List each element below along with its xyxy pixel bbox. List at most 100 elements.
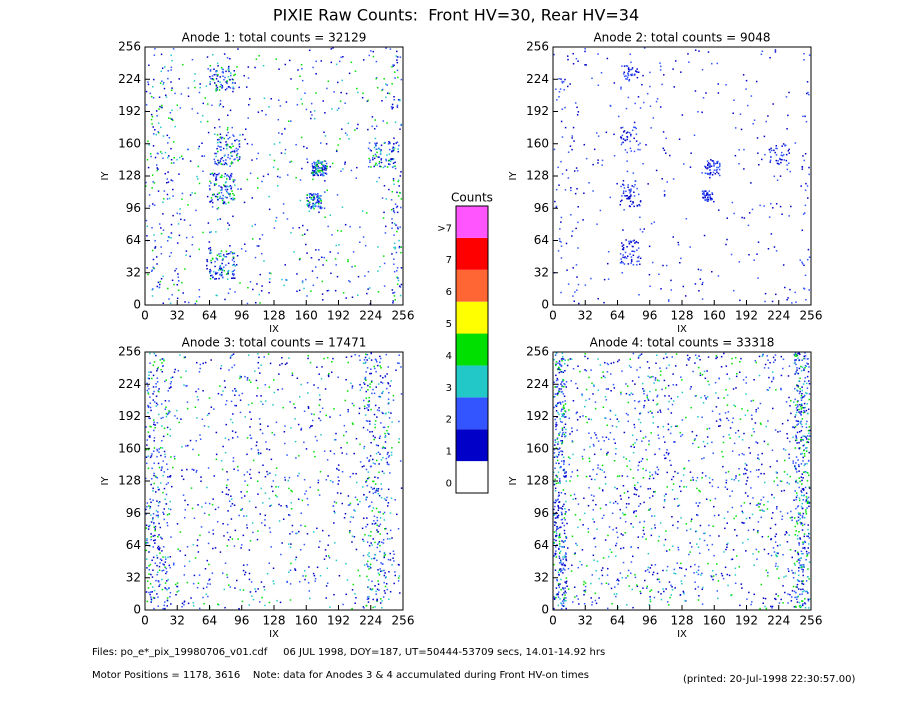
pixel-texture (383, 552, 386, 555)
pixel-texture (625, 78, 627, 80)
pixel-texture (760, 499, 762, 501)
pixel-texture (185, 370, 187, 372)
pixel-texture (226, 471, 228, 473)
pixel-texture (157, 545, 160, 548)
pixel-texture (647, 566, 650, 569)
pixel-texture (801, 488, 804, 490)
pixel-texture (377, 583, 380, 586)
pixel-texture (149, 425, 151, 428)
pixel-texture (195, 440, 198, 442)
pixel-texture (553, 508, 555, 511)
pixel-texture (279, 601, 282, 604)
pixel-texture (697, 111, 699, 113)
pixel-texture (224, 181, 227, 184)
pixel-texture (741, 587, 743, 589)
pixel-texture (221, 163, 224, 166)
pixel-texture (560, 570, 562, 572)
pixel-texture (153, 437, 156, 439)
pixel-texture (800, 588, 802, 591)
pixel-texture (577, 221, 579, 224)
pixel-texture (556, 424, 558, 426)
pixel-texture (751, 601, 753, 603)
pixel-texture (562, 371, 565, 374)
pixel-texture (636, 76, 639, 79)
pixel-texture (562, 385, 565, 388)
pixel-texture (745, 88, 747, 90)
pixel-texture (389, 160, 392, 162)
pixel-texture (182, 292, 184, 294)
pixel-texture (554, 501, 557, 504)
pixel-texture (562, 602, 565, 604)
pixel-texture (273, 433, 276, 436)
pixel-texture (359, 389, 362, 391)
pixel-texture (195, 390, 197, 393)
pixel-texture (369, 505, 371, 507)
pixel-texture (163, 450, 166, 453)
pixel-texture (312, 166, 315, 168)
pixel-texture (367, 409, 370, 411)
pixel-texture (377, 246, 379, 248)
pixel-texture (199, 367, 201, 370)
pixel-texture (211, 572, 214, 574)
pixel-texture (684, 575, 686, 577)
pixel-texture (215, 89, 217, 91)
pixel-texture (215, 84, 217, 86)
pixel-texture (149, 406, 152, 409)
pixel-texture (168, 197, 171, 200)
pixel-texture (767, 575, 769, 577)
pixel-texture (257, 245, 260, 247)
pixel-texture (280, 152, 283, 154)
pixel-texture (246, 564, 249, 566)
pixel-texture (376, 151, 378, 154)
pixel-texture (185, 250, 188, 252)
pixel-texture (336, 229, 339, 232)
pixel-texture (366, 407, 368, 409)
pixel-texture (249, 411, 251, 413)
pixel-texture (808, 393, 811, 395)
pixel-texture (320, 142, 322, 144)
pixel-texture (208, 247, 210, 250)
pixel-texture (198, 289, 201, 291)
pixel-texture (775, 147, 777, 150)
pixel-texture (801, 168, 804, 170)
pixel-texture (249, 281, 252, 283)
pixel-texture (763, 510, 765, 512)
pixel-texture (262, 175, 265, 178)
pixel-texture (730, 558, 733, 561)
pixel-texture (558, 91, 561, 93)
pixel-texture (305, 108, 308, 111)
pixel-texture (209, 252, 211, 254)
pixel-texture (208, 531, 210, 534)
pixel-texture (657, 540, 660, 542)
pixel-texture (557, 514, 560, 517)
pixel-texture (288, 59, 291, 62)
pixel-texture (798, 580, 801, 583)
pixel-texture (265, 113, 267, 116)
pixel-texture (799, 512, 801, 514)
pixel-texture (799, 412, 801, 415)
pixel-texture (284, 152, 286, 155)
pixel-texture (379, 517, 382, 519)
pixel-texture (716, 171, 718, 173)
pixel-texture (160, 70, 163, 73)
pixel-texture (372, 435, 375, 437)
pixel-texture (367, 579, 370, 581)
pixel-texture (146, 439, 148, 441)
pixel-texture (637, 376, 640, 378)
pixel-texture (351, 422, 354, 424)
pixel-texture (152, 203, 154, 205)
pixel-texture (225, 141, 227, 143)
pixel-texture (154, 246, 157, 248)
pixel-texture (245, 128, 247, 130)
pixel-texture (173, 455, 176, 458)
pixel-texture (572, 267, 574, 269)
pixel-texture (226, 178, 228, 180)
pixel-texture (214, 260, 216, 263)
pixel-texture (222, 72, 224, 74)
pixel-texture (632, 240, 634, 242)
pixel-texture (564, 362, 566, 365)
pixel-texture (222, 147, 225, 150)
pixel-texture (214, 133, 216, 136)
pixel-texture (169, 435, 172, 437)
pixel-texture (347, 408, 349, 411)
